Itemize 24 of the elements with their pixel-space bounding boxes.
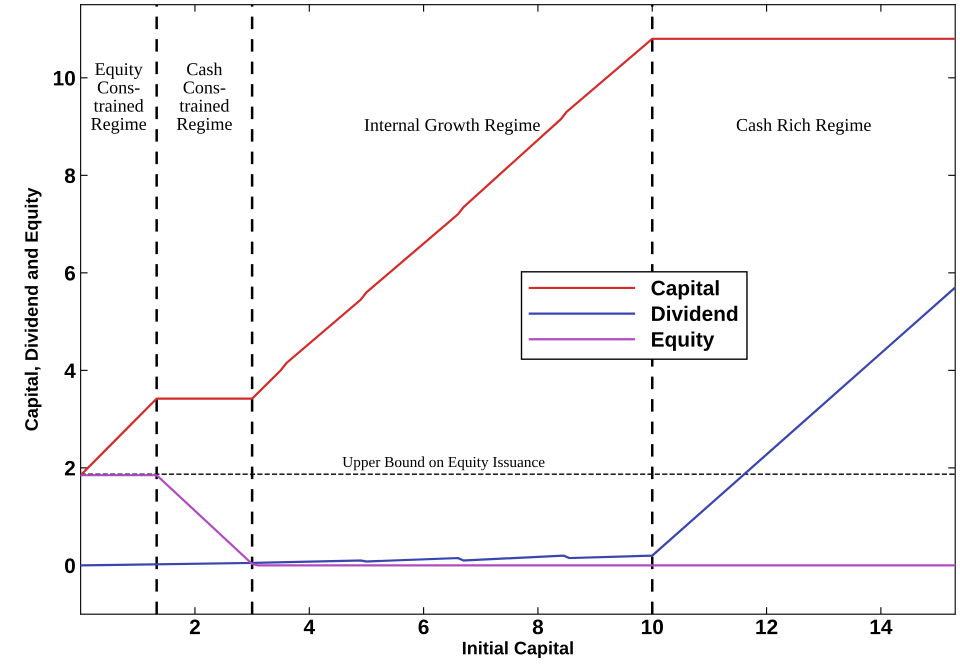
- y-tick-label: 0: [65, 558, 75, 574]
- y-axis-title: Capital, Dividend and Equity: [24, 188, 42, 431]
- y-tick-label: 8: [64, 168, 76, 184]
- annotation: Equity Cons- trained Regime: [91, 63, 146, 134]
- y-tick-label: 10: [54, 70, 75, 86]
- legend-label: Dividend: [652, 306, 738, 322]
- legend-label: Capital: [652, 280, 719, 300]
- x-tick-label: 14: [870, 620, 892, 634]
- y-tick-label: 6: [64, 266, 76, 281]
- y-tick-label: 4: [64, 364, 76, 378]
- x-tick-label: 12: [756, 620, 778, 634]
- x-tick-label: 2: [190, 620, 200, 634]
- x-tick-label: 6: [418, 620, 429, 634]
- line-series: [80, 38, 956, 476]
- y-tick-label: 2: [64, 460, 75, 476]
- x-tick-label: 10: [642, 620, 663, 634]
- annotation: Internal Growth Regime: [364, 118, 540, 135]
- legend-label: Equity: [652, 331, 714, 351]
- annotation: Cash Cons- trained Regime: [176, 62, 232, 134]
- annotation: Cash Rich Regime: [736, 118, 871, 135]
- ref-line-label: Upper Bound on Equity Issuance: [342, 456, 544, 470]
- x-tick-label: 8: [532, 620, 544, 634]
- x-axis-title: Initial Capital: [462, 641, 573, 658]
- x-tick-label: 4: [304, 620, 315, 634]
